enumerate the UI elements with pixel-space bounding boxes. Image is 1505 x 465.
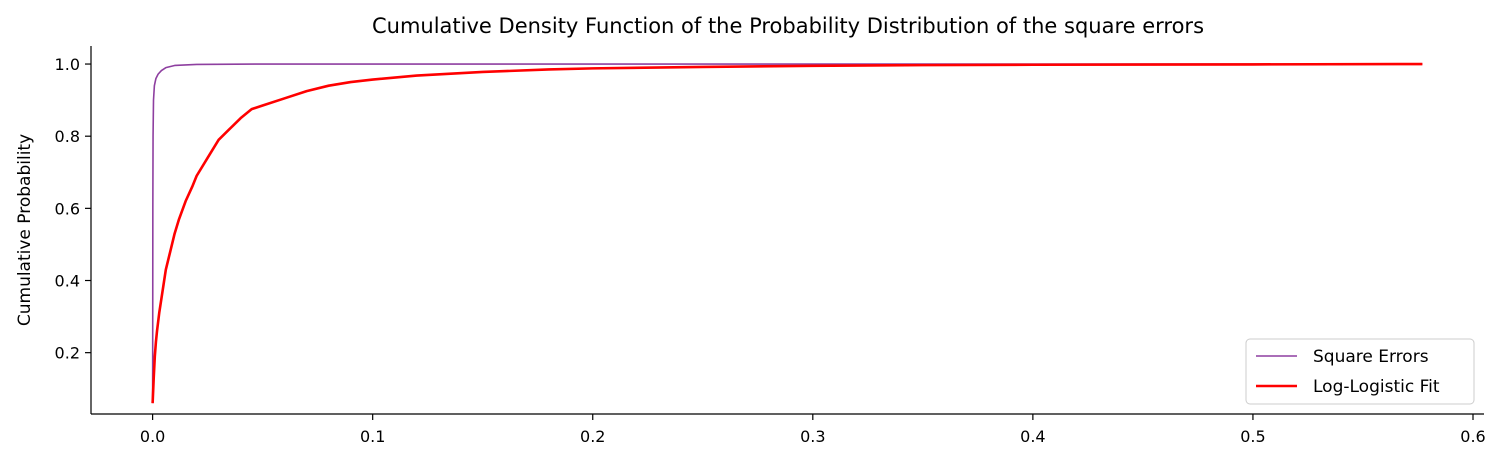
x-ticks: 0.0 0.1 0.2 0.3 0.4 0.5 0.6 — [140, 414, 1486, 446]
y-tick-label: 0.6 — [55, 199, 80, 218]
y-tick-label: 0.4 — [55, 272, 80, 291]
series-line-square-errors — [151, 63, 1423, 404]
x-tick-label: 0.1 — [360, 427, 385, 446]
y-axis-label: Cumulative Probability — [15, 134, 35, 326]
x-tick-label: 0.6 — [1460, 427, 1485, 446]
y-tick-label: 1.0 — [55, 55, 80, 74]
x-tick-label: 0.4 — [1020, 427, 1045, 446]
plot-area: 0.0 0.1 0.2 0.3 0.4 0.5 0.6 0.2 0.4 0.6 0.8 1.0 — [55, 46, 1486, 446]
legend-frame — [1245, 338, 1475, 405]
chart-title: Cumulative Density Function of the Proba… — [372, 14, 1204, 38]
x-tick-label: 0.0 — [140, 427, 165, 446]
legend: Square Errors Log-Logistic Fit — [1245, 338, 1475, 405]
legend-label-square-errors: Square Errors — [1313, 347, 1429, 367]
legend-label-log-logistic-fit: Log-Logistic Fit — [1313, 377, 1440, 397]
y-tick-label: 0.8 — [55, 127, 80, 146]
y-ticks: 0.2 0.4 0.6 0.8 1.0 — [55, 55, 91, 363]
y-tick-label: 0.2 — [55, 344, 80, 363]
series-layer — [151, 62, 1423, 404]
x-tick-label: 0.2 — [580, 427, 605, 446]
series-line-log-logistic-fit — [151, 62, 1423, 404]
x-tick-label: 0.3 — [800, 427, 825, 446]
x-tick-label: 0.5 — [1240, 427, 1265, 446]
